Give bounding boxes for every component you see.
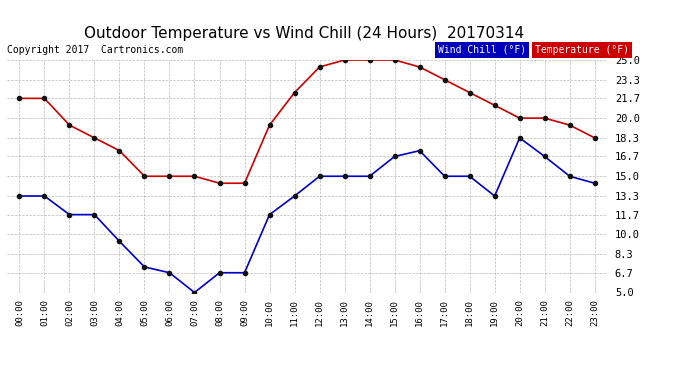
Text: Temperature (°F): Temperature (°F) (535, 45, 629, 55)
Text: Outdoor Temperature vs Wind Chill (24 Hours)  20170314: Outdoor Temperature vs Wind Chill (24 Ho… (83, 26, 524, 41)
Text: Wind Chill (°F): Wind Chill (°F) (438, 45, 526, 55)
Text: Copyright 2017  Cartronics.com: Copyright 2017 Cartronics.com (7, 45, 183, 55)
